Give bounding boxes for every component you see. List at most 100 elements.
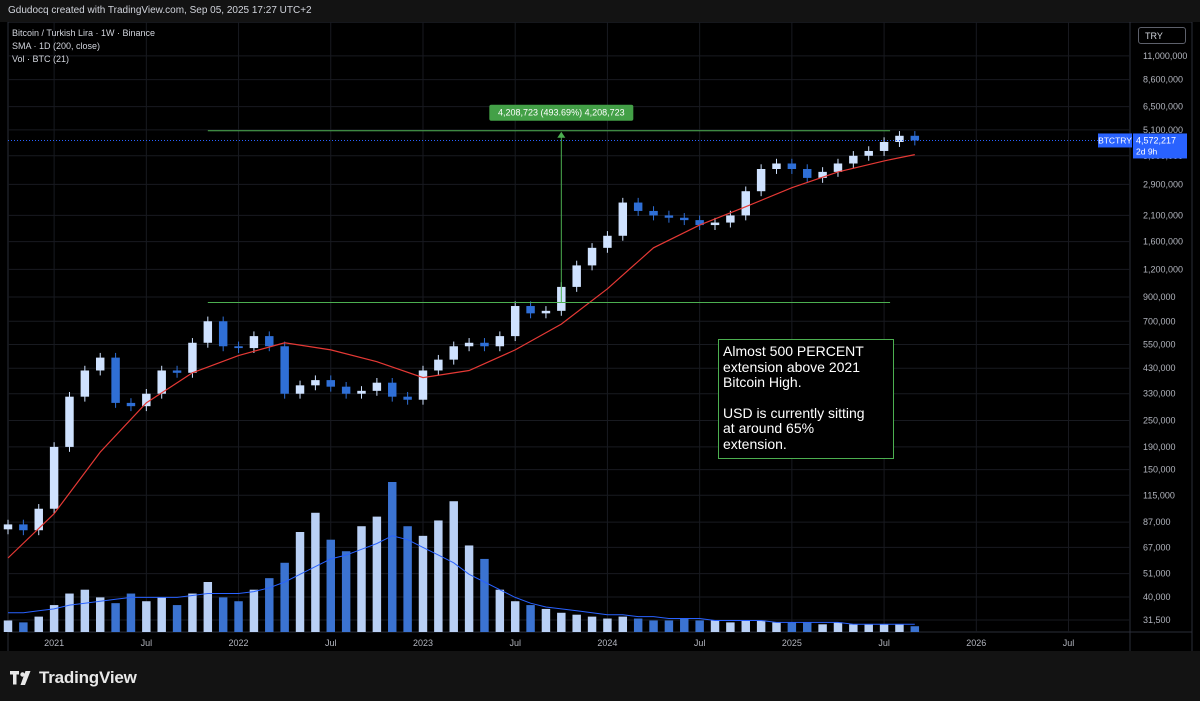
price-tag-label: 4,572,217 [1136,135,1176,145]
candle-body [726,215,735,223]
time-tick-label: Jul [878,638,890,648]
volume-bar [311,512,320,632]
candle-body [803,168,812,178]
volume-bar [633,618,643,632]
volume-bar [756,620,766,632]
volume-bar [772,622,781,632]
time-tick-label: 2024 [597,638,617,648]
volume-bar [234,601,243,632]
symbol-tag-label: BTCTRY [1098,135,1132,145]
volume-bar [541,608,551,632]
price-tick-label: 430,000 [1143,363,1176,373]
price-tick-label: 330,000 [1143,389,1176,399]
candle-body [449,346,458,360]
candle-body [418,370,428,400]
volume-bar [388,482,397,632]
volume-layer [3,482,920,632]
volume-bar [418,535,428,632]
sma-legend[interactable]: SMA · 1D (200, close) [12,41,101,51]
time-tick-label: Jul [1063,638,1075,648]
price-tick-label: 6,500,000 [1143,102,1183,112]
volume-bar [818,624,827,632]
volume-bar [618,616,628,632]
candle-body [341,386,351,394]
candle-body [849,155,858,164]
candle-body [526,306,535,314]
candle-body [510,306,520,337]
candle-body [910,135,920,141]
candle-body [833,163,843,172]
watermark-text: Gdudocq created with TradingView.com, Se… [8,5,312,16]
volume-bar [80,589,90,632]
price-tick-label: 2,900,000 [1143,179,1183,189]
candle-body [19,524,28,531]
volume-bar [341,551,351,632]
symbol-legend[interactable]: Bitcoin / Turkish Lira · 1W · Binance [12,28,156,38]
volume-bar [526,605,535,632]
candle-body [464,342,474,347]
volume-bar [203,582,213,632]
candle-body [142,393,151,407]
measure-tool[interactable]: 4,208,723 (493.69%) 4,208,723 [207,104,891,304]
candle-body [787,163,797,169]
volume-bar [126,593,136,632]
volume-bar [295,532,305,632]
volume-legend[interactable]: Vol · BTC (21) [12,54,70,64]
sma-line [7,154,915,559]
volume-bar [664,620,674,632]
annotation-line: Bitcoin High. [723,374,802,390]
volume-bar [833,622,843,632]
volume-bar [249,589,259,632]
volume-bar [65,593,74,632]
price-tick-label: 700,000 [1143,316,1176,326]
volume-ma-line [8,535,915,625]
price-tick-label: 11,000,000 [1143,51,1187,61]
candle-body [265,336,274,347]
volume-bar [680,618,689,632]
volume-bar [357,526,366,632]
volume-bar [3,620,13,632]
volume-bar [710,620,720,632]
price-tag [1133,133,1187,159]
symbol-tag [1098,133,1132,148]
candle-body [495,336,505,347]
volume-bar [879,624,889,632]
annotation-line: at around 65% [723,420,815,436]
volume-bar [142,601,151,632]
candle-body [357,390,366,394]
volume-bar [172,605,182,632]
time-tick-label: Jul [509,638,521,648]
volume-bar [403,526,412,632]
footer [0,651,1200,701]
tradingview-logo[interactable]: TradingView [10,668,137,688]
annotation-line: USD is currently sitting [723,404,865,421]
candle-body [80,370,90,397]
annotation-box[interactable]: Almost 500 PERCENT extension above 2021 … [718,339,894,459]
time-axis[interactable]: 2021 Jul 2022 Jul 2023 Jul 2024 Jul 2025 Jul 2026 J… [44,638,1074,648]
measure-label: 4,208,723 (493.69%) 4,208,723 [498,108,625,118]
price-tick-label: 150,000 [1143,465,1176,475]
candle-body [695,220,704,226]
candle-layer [3,131,920,536]
candle-body [603,235,612,248]
volume-bar [603,618,612,632]
volume-bar [218,597,228,632]
candle-body [372,382,382,391]
price-tick-label: 115,000 [1143,490,1175,500]
volume-bar [480,558,489,632]
volume-bar [910,626,920,632]
candle-body [895,135,904,142]
price-tick-label: 5,100,000 [1143,125,1183,135]
time-tick-label: Jul [325,638,337,648]
candle-body [218,321,228,347]
volume-bar [372,516,382,632]
measure-arrow-head [557,131,566,138]
measure-label-box [489,104,634,121]
candle-body [295,385,305,394]
volume-bar [280,562,289,632]
volume-bar [649,620,658,632]
currency-button[interactable]: TRY [1138,27,1186,44]
price-tick-label: 190,000 [1143,442,1176,452]
price-tick-label: 31,500 [1143,615,1171,625]
